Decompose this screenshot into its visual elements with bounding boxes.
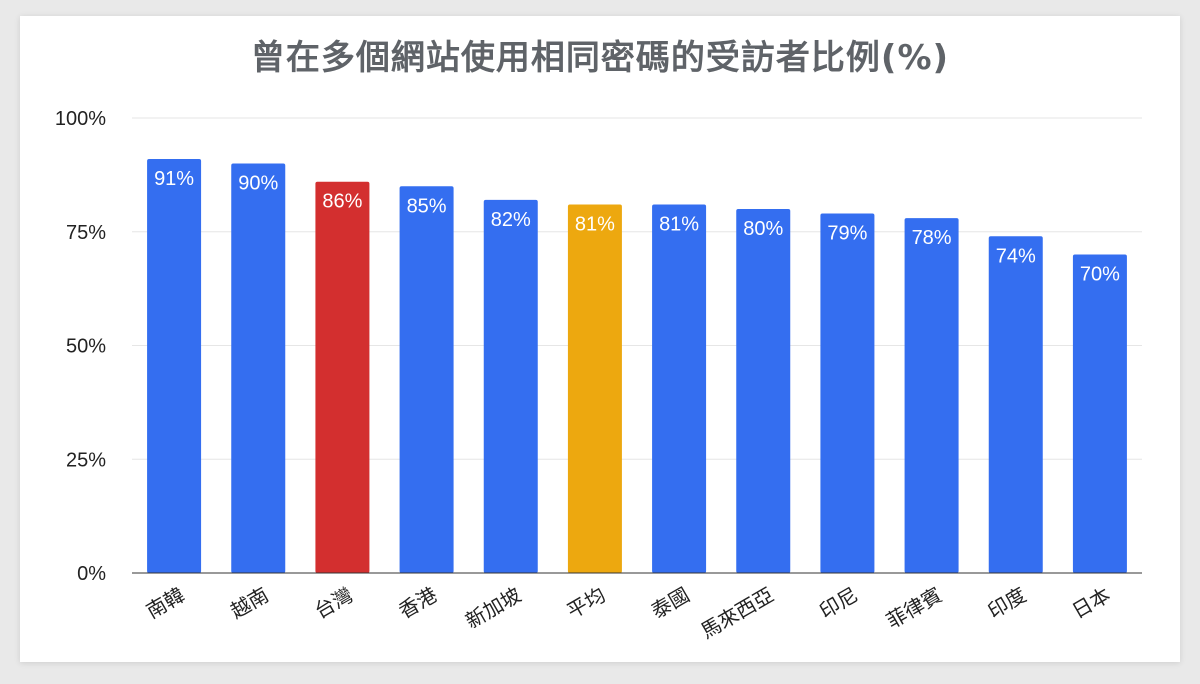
x-tick-label: 南韓 bbox=[142, 583, 189, 624]
x-tick-label: 馬來西亞 bbox=[696, 583, 777, 644]
data-label: 85% bbox=[407, 195, 447, 217]
chart-title: 曾在多個網站使用相同密碼的受訪者比例(%) bbox=[250, 38, 950, 78]
data-label: 82% bbox=[491, 209, 531, 231]
data-label: 81% bbox=[659, 213, 699, 235]
x-tick-label: 香港 bbox=[394, 583, 441, 624]
bar bbox=[231, 163, 286, 573]
bar bbox=[315, 181, 370, 573]
data-label: 86% bbox=[322, 191, 362, 213]
bar bbox=[483, 199, 538, 573]
data-label: 81% bbox=[575, 213, 615, 235]
y-tick-label: 25% bbox=[66, 449, 106, 471]
x-tick-label: 印尼 bbox=[815, 583, 862, 624]
data-label: 79% bbox=[827, 223, 867, 245]
bar bbox=[567, 204, 622, 573]
bar bbox=[1072, 254, 1127, 573]
bar bbox=[399, 186, 454, 573]
bar bbox=[820, 213, 875, 574]
y-tick-label: 100% bbox=[55, 108, 106, 130]
x-tick-label: 越南 bbox=[226, 583, 273, 624]
y-tick-label: 75% bbox=[66, 222, 106, 244]
y-axis-ticks: 0% 25% 50% 75% 100% bbox=[55, 108, 106, 585]
y-tick-label: 50% bbox=[66, 336, 106, 358]
bar bbox=[652, 204, 707, 573]
x-tick-label: 菲律賓 bbox=[882, 583, 946, 634]
bar bbox=[904, 218, 959, 573]
bar bbox=[736, 209, 791, 573]
data-label: 74% bbox=[996, 245, 1036, 267]
x-tick-label: 印度 bbox=[984, 583, 1031, 624]
data-label: 91% bbox=[154, 168, 194, 190]
x-axis-ticks: 南韓 越南 台灣 香港 新加坡 平均 泰國 馬來西亞 印尼 菲律賓 印度 日本 bbox=[142, 583, 1114, 644]
x-tick-label: 泰國 bbox=[647, 583, 694, 624]
data-label: 90% bbox=[238, 173, 278, 195]
bar bbox=[988, 236, 1043, 574]
x-tick-label: 台灣 bbox=[310, 583, 357, 624]
x-tick-label: 平均 bbox=[563, 583, 610, 624]
bar bbox=[147, 158, 202, 573]
data-label: 80% bbox=[743, 218, 783, 240]
x-tick-label: 日本 bbox=[1068, 583, 1115, 624]
x-tick-label: 新加坡 bbox=[461, 583, 525, 634]
bars bbox=[147, 158, 1127, 574]
data-label: 78% bbox=[912, 227, 952, 249]
data-labels: 91% 90% 86% 85% 82% 81% 81% 80% 79% 78% 74% 70% bbox=[154, 168, 1120, 286]
data-label: 70% bbox=[1080, 264, 1120, 286]
y-tick-label: 0% bbox=[77, 563, 106, 585]
gridlines bbox=[132, 117, 1142, 460]
